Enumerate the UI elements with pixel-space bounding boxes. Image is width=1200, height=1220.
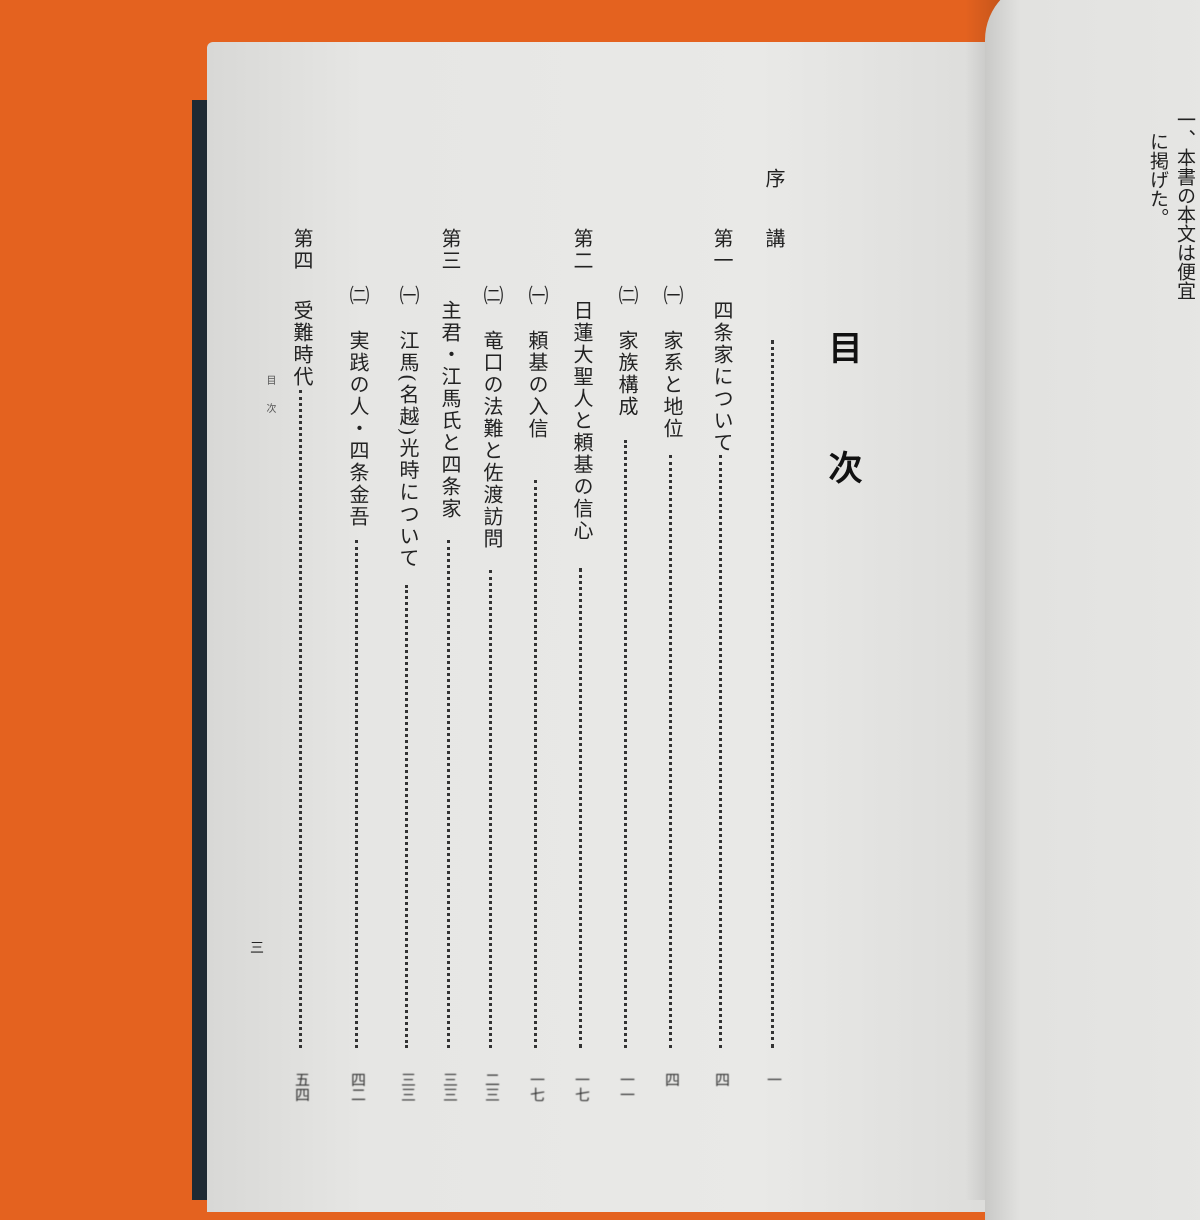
toc-entry-page: 三三 — [399, 1072, 417, 1102]
toc-title-1: 目 — [822, 330, 862, 364]
toc-entry-label: 講 — [762, 228, 786, 250]
toc-title-2: 次 — [822, 450, 862, 484]
toc-entry-page: 三三 — [441, 1072, 459, 1102]
toc-entry-label: 四条家について — [710, 300, 734, 454]
toc-entry-label: 江馬(名越)光時について — [396, 330, 420, 570]
toc-entry-label: 主君・江馬氏と四条家 — [438, 300, 462, 520]
toc-entry-page: 二三 — [483, 1072, 501, 1102]
dot-leader — [405, 585, 408, 1048]
toc-entry-label: 実践の人・四条金吾 — [346, 330, 370, 528]
toc-entry-prefix: ㈡ — [480, 285, 504, 307]
toc-entry-prefix: ㈠ — [525, 285, 549, 307]
right-page-line-1: 一、本書の本文は便宜 — [1174, 110, 1196, 300]
toc-entry-prefix: 第四 — [290, 228, 314, 272]
dot-leader — [299, 390, 302, 1048]
toc-entry-page: 四 — [663, 1072, 681, 1087]
dot-leader — [489, 570, 492, 1048]
dot-leader — [771, 340, 774, 1048]
right-page-line-2: に掲げた。 — [1147, 132, 1169, 227]
toc-entry-page: 四 — [713, 1072, 731, 1087]
dot-leader — [624, 440, 627, 1048]
facing-page — [985, 0, 1200, 1220]
toc-page — [207, 42, 997, 1212]
toc-entry-page: 四二 — [349, 1072, 367, 1102]
toc-entry-label: 日蓮大聖人と頼基の信心 — [570, 300, 594, 542]
toc-entry-page: 一 — [765, 1072, 783, 1087]
toc-entry-prefix: ㈡ — [346, 285, 370, 307]
toc-entry-prefix: ㈠ — [396, 285, 420, 307]
toc-entry-label: 家族構成 — [615, 330, 639, 418]
dot-leader — [579, 568, 582, 1048]
dot-leader — [534, 480, 537, 1048]
toc-entry-prefix: 第二 — [570, 228, 594, 272]
toc-entry-label: 受難時代 — [290, 300, 314, 388]
toc-entry-prefix: 第三 — [438, 228, 462, 272]
page-folio: 三 — [248, 940, 264, 954]
toc-entry-prefix: 第一 — [710, 228, 734, 272]
dot-leader — [355, 540, 358, 1048]
toc-entry-prefix: 序 — [762, 168, 786, 190]
toc-entry-prefix: ㈠ — [660, 285, 684, 307]
dot-leader — [447, 540, 450, 1048]
toc-entry-page: 五四 — [293, 1072, 311, 1102]
toc-entry-label: 家系と地位 — [660, 330, 684, 440]
dot-leader — [719, 455, 722, 1048]
running-footer: 目次 — [264, 375, 275, 431]
toc-entry-prefix: ㈡ — [615, 285, 639, 307]
dot-leader — [669, 455, 672, 1048]
toc-entry-label: 竜口の法難と佐渡訪問 — [480, 330, 504, 550]
show-through-text — [860, 280, 895, 588]
toc-entry-label: 頼基の入信 — [525, 330, 549, 440]
toc-entry-page: 一一 — [618, 1072, 636, 1102]
toc-entry-page: 一七 — [528, 1072, 546, 1102]
toc-entry-page: 一七 — [573, 1072, 591, 1102]
